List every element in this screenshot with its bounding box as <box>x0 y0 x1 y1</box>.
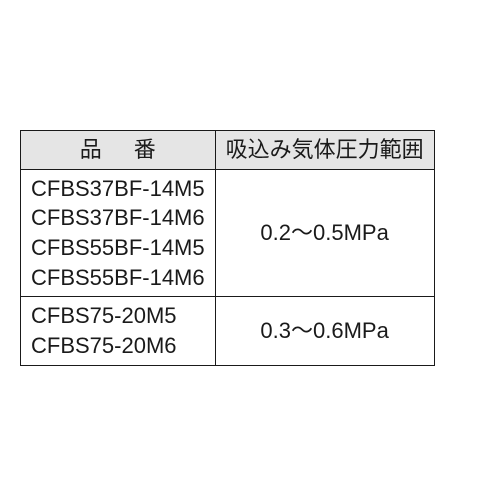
table-row: CFBS37BF-14M5 CFBS37BF-14M6 CFBS55BF-14M… <box>21 169 435 297</box>
cell-pressure-group-1: 0.2～0.5MPa <box>215 169 434 297</box>
cell-models-group-2: CFBS75-20M5 CFBS75-20M6 <box>21 297 216 365</box>
spec-table: 品番 吸込み気体圧力範囲 CFBS37BF-14M5 CFBS37BF-14M6… <box>20 130 435 366</box>
table-header-row: 品番 吸込み気体圧力範囲 <box>21 131 435 170</box>
page: 品番 吸込み気体圧力範囲 CFBS37BF-14M5 CFBS37BF-14M6… <box>0 0 500 500</box>
header-part-number: 品番 <box>21 131 216 170</box>
cell-models-group-1: CFBS37BF-14M5 CFBS37BF-14M6 CFBS55BF-14M… <box>21 169 216 297</box>
cell-pressure-group-2: 0.3～0.6MPa <box>215 297 434 365</box>
header-pressure-range: 吸込み気体圧力範囲 <box>215 131 434 170</box>
table-row: CFBS75-20M5 CFBS75-20M60.3～0.6MPa <box>21 297 435 365</box>
